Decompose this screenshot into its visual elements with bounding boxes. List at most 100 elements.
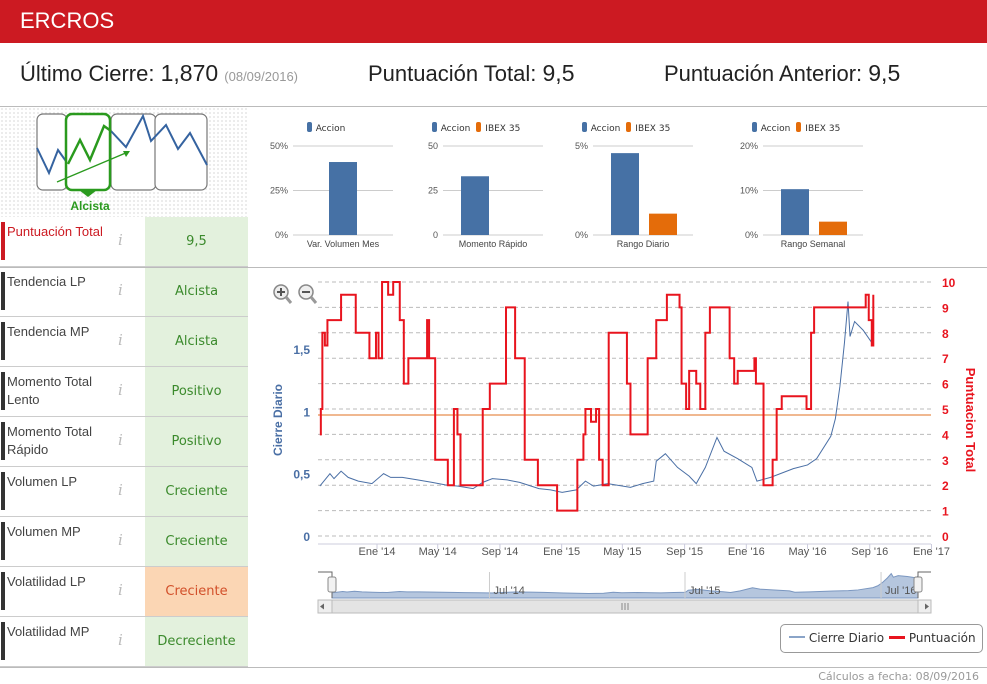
kpi-value: 9,5 [868,60,901,86]
bar[interactable] [611,153,639,235]
bar[interactable] [649,213,677,235]
y2-tick-label: 10 [942,276,956,290]
legend-swatch-icon [581,122,587,132]
x-axis-label: Rango Diario [617,239,670,249]
legend-label: IBEX 35 [485,124,521,134]
legend-item-close[interactable]: Cierre Diario [789,631,884,645]
company-title: ERCROS [20,8,115,33]
x-tick-label: Ene '16 [728,546,765,558]
scroll-left-icon[interactable] [320,603,324,610]
legend-label: Puntuación [908,631,976,645]
zoom-in-icon[interactable] [273,284,293,304]
x-tick-label: May '15 [603,546,641,558]
row-accent [1,422,5,460]
indicator-value: Alcista [145,267,248,316]
kpi-label: Puntuación Anterior: [664,61,863,86]
y2-tick-label: 5 [942,403,949,417]
legend-line-icon [789,636,805,638]
info-icon[interactable]: i [118,231,123,249]
previous-score-kpi: Puntuación Anterior: 9,5 [664,60,900,87]
info-icon[interactable]: i [118,481,123,499]
indicator-label: Momento Total Lento [7,374,93,407]
scrollbar-grip-icon [621,603,629,610]
info-icon[interactable]: i [118,331,123,349]
indicator-label: Tendencia LP [7,274,86,289]
app-header: ERCROS [0,0,987,43]
mini-bar-chart: Accion IBEX 35 0% 5% Rango Diario [548,110,698,260]
mini-legend: Accion [248,122,398,134]
series-line-puntuacion[interactable] [319,281,875,512]
legend-label: Accion [760,124,791,134]
indicator-label: Volatilidad LP [7,574,86,589]
series-line-cierre-diario[interactable] [319,301,874,493]
bar[interactable] [819,221,847,235]
info-icon[interactable]: i [118,531,123,549]
indicator-label: Volumen LP [7,474,78,489]
info-icon[interactable]: i [118,631,123,649]
indicator-value: Creciente [145,517,248,566]
info-icon[interactable]: i [118,431,123,449]
y2-tick-label: 4 [942,428,949,442]
indicator-value: Positivo [145,417,248,466]
bar[interactable] [461,176,489,235]
indicator-row: Volumen LP i Creciente [0,467,248,517]
divider [0,267,987,268]
indicator-row: Tendencia MP i Alcista [0,317,248,367]
y2-tick-label: 2 [942,479,949,493]
navigator-handle[interactable] [913,576,923,593]
mini-bar-chart: Accion 0% 25% 50% Var. Volumen Mes [248,110,398,260]
legend-label: Accion [590,124,621,134]
bar[interactable] [781,189,809,235]
legend-label: Accion [315,124,346,134]
total-score-kpi: Puntuación Total: 9,5 [368,60,575,87]
x-tick-label: Sep '15 [666,546,703,558]
x-tick-label: May '14 [419,546,457,558]
row-accent [1,572,5,610]
calculation-date: Cálculos a fecha: 08/09/2016 [818,670,979,683]
legend-swatch-icon [476,122,482,132]
row-accent [1,622,5,660]
legend-item-score[interactable]: Puntuación [889,631,976,645]
x-tick-label: Ene '14 [359,546,396,558]
navigator-tick-label: Jul '16 [885,585,916,597]
legend-label: Cierre Diario [808,631,885,645]
mini-bar-chart: Accion IBEX 35 0% 10% 20% Rango Semanal [718,110,868,260]
y-tick-label: 0% [745,230,758,240]
divider [0,667,987,668]
indicator-label: Volatilidad MP [7,624,90,639]
y-tick-label: 0% [575,230,588,240]
legend-label: IBEX 35 [805,124,841,134]
navigator-tick-label: Jul '14 [493,585,524,597]
indicator-value: Creciente [145,567,248,616]
indicator-row: Volumen MP i Creciente [0,517,248,567]
indicator-row: Volatilidad LP i Creciente [0,567,248,617]
row-accent [1,472,5,510]
y-tick-label: 0% [275,230,288,240]
bar[interactable] [329,162,357,235]
y-tick-label: 25 [428,186,438,196]
x-tick-label: Sep '16 [851,546,888,558]
y-tick-label: 50 [428,141,438,151]
mini-bar-chart: Accion IBEX 35 0 25 50 Momento Rápido [398,110,548,260]
info-icon[interactable]: i [118,381,123,399]
info-icon[interactable]: i [118,581,123,599]
indicator-value: Alcista [145,317,248,366]
indicator-value: Positivo [145,367,248,416]
y-tick-label: 25% [270,186,288,196]
info-icon[interactable]: i [118,281,123,299]
y2-tick-label: 0 [942,530,949,544]
indicator-value: Creciente [145,467,248,516]
main-chart[interactable]: 0 1 2 3 4 5 6 7 8 9 10 0 0,5 1 1,5 Ene '14 May '14 Sep '1… [260,270,987,670]
navigator-handle[interactable] [327,576,337,593]
y2-tick-label: 1 [942,505,949,519]
mini-legend: Accion IBEX 35 [548,122,698,134]
zoom-out-icon[interactable] [298,284,318,304]
y2-tick-label: 8 [942,327,949,341]
indicator-row: Momento Total Rápido i Positivo [0,417,248,467]
kpi-value: 9,5 [542,60,575,86]
mini-legend: Accion IBEX 35 [718,122,868,134]
legend-swatch-icon [306,122,312,132]
indicator-row: Tendencia LP i Alcista [0,267,248,317]
scroll-right-icon[interactable] [925,603,929,610]
indicator-row: Volatilidad MP i Decreciente [0,617,248,667]
